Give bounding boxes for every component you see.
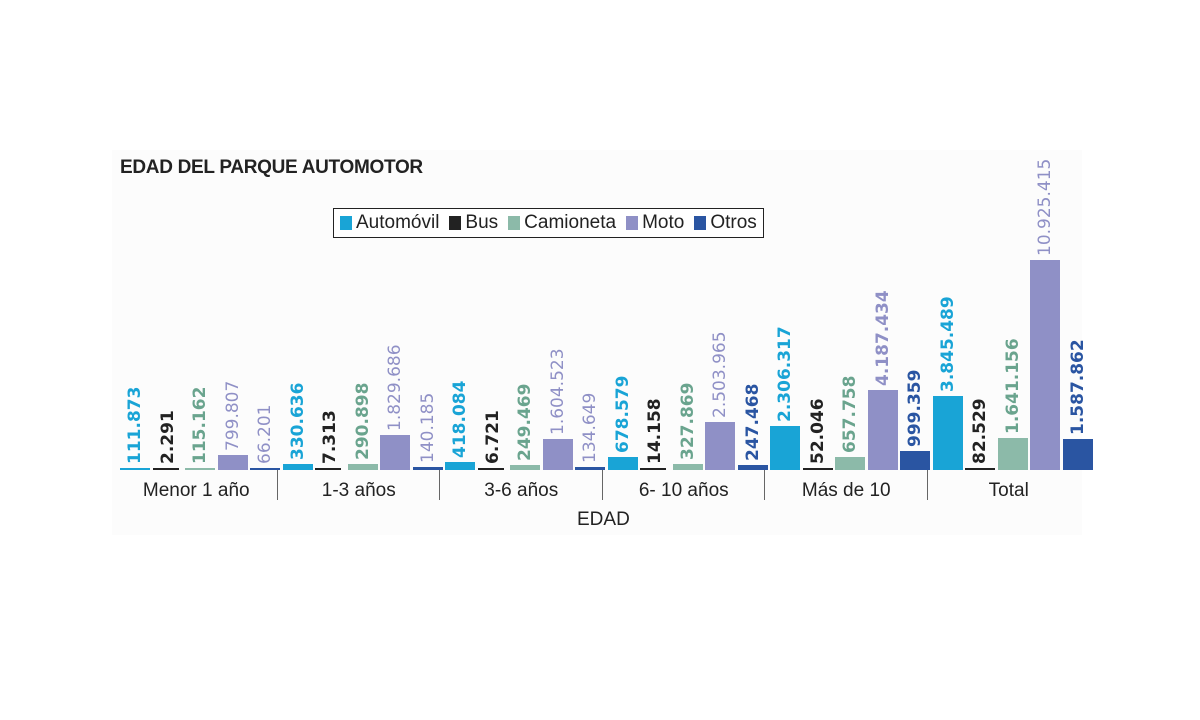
category-label: Más de 10 bbox=[801, 480, 891, 501]
data-label: 999.359 bbox=[905, 369, 925, 447]
data-label: 1.604.523 bbox=[547, 348, 568, 436]
legend-item-camioneta: Camioneta bbox=[508, 212, 616, 234]
bar-otros-4 bbox=[900, 450, 930, 470]
bar-camioneta-1 bbox=[347, 464, 378, 470]
category-divider bbox=[926, 470, 928, 500]
chart-legend: Automóvil Bus Camioneta Moto Otros bbox=[333, 208, 764, 238]
category-label: 1-3 años bbox=[321, 480, 396, 501]
data-label: 115.162 bbox=[190, 386, 210, 464]
legend-swatch-moto bbox=[626, 216, 639, 230]
bar-camioneta-3 bbox=[672, 463, 703, 470]
bar-moto-4 bbox=[867, 389, 898, 470]
bar-automvil-5 bbox=[932, 396, 963, 470]
bar-moto-3 bbox=[705, 421, 735, 470]
data-label: 6.721 bbox=[482, 410, 503, 464]
bar-bus-1 bbox=[315, 468, 341, 470]
data-label: 290.898 bbox=[352, 382, 373, 461]
data-label: 799.807 bbox=[222, 380, 243, 451]
bar-camioneta-4 bbox=[835, 457, 865, 470]
bar-otros-5 bbox=[1062, 439, 1093, 470]
legend-item-otros: Otros bbox=[694, 212, 757, 234]
chart-title: EDAD DEL PARQUE AUTOMOTOR bbox=[120, 157, 423, 178]
legend-swatch-otros bbox=[694, 216, 707, 230]
bar-moto-2 bbox=[542, 439, 573, 470]
data-label: 2.503.965 bbox=[710, 331, 730, 418]
data-label: 3.845.489 bbox=[937, 296, 958, 393]
data-label: 10.925.415 bbox=[1035, 158, 1055, 256]
category-label: Total bbox=[988, 480, 1029, 501]
category-label: Menor 1 año bbox=[142, 480, 250, 501]
bar-camioneta-2 bbox=[510, 465, 540, 470]
data-label: 66.201 bbox=[255, 404, 275, 464]
data-label: 330.636 bbox=[287, 382, 308, 460]
legend-swatch-camioneta bbox=[508, 216, 521, 230]
bar-bus-3 bbox=[640, 468, 666, 470]
bar-bus-2 bbox=[477, 468, 504, 470]
data-label: 4.187.434 bbox=[872, 289, 893, 386]
category-divider bbox=[439, 470, 440, 500]
legend-swatch-automovil bbox=[340, 216, 352, 230]
legend-label: Camioneta bbox=[524, 212, 617, 233]
data-label: 82.529 bbox=[970, 398, 990, 464]
bar-moto-0 bbox=[217, 454, 248, 470]
data-label: 134.649 bbox=[580, 393, 600, 464]
category-label: 3-6 años bbox=[484, 480, 559, 501]
bar-camioneta-5 bbox=[997, 438, 1028, 470]
data-label: 678.579 bbox=[612, 375, 633, 453]
legend-label: Automóvil bbox=[356, 212, 440, 233]
data-label: 657.758 bbox=[840, 375, 860, 454]
category-divider bbox=[601, 470, 603, 500]
data-label: 1.587.862 bbox=[1067, 339, 1088, 436]
x-axis-title: EDAD bbox=[577, 509, 630, 530]
data-label: 249.469 bbox=[515, 383, 535, 462]
data-label: 418.084 bbox=[450, 380, 470, 458]
category-divider bbox=[764, 470, 765, 500]
legend-label: Otros bbox=[710, 212, 757, 233]
bar-automvil-2 bbox=[445, 461, 475, 470]
data-label: 2.306.317 bbox=[775, 325, 795, 422]
bar-bus-4 bbox=[802, 468, 833, 470]
data-label: 7.313 bbox=[320, 410, 340, 464]
data-label: 2.291 bbox=[157, 410, 178, 464]
category-divider bbox=[276, 470, 278, 500]
bar-automvil-0 bbox=[120, 467, 150, 470]
data-label: 247.468 bbox=[742, 383, 763, 462]
bar-otros-0 bbox=[250, 468, 280, 470]
bar-bus-5 bbox=[965, 468, 995, 470]
bar-automvil-1 bbox=[282, 463, 313, 470]
data-label: 52.046 bbox=[807, 398, 828, 464]
bar-moto-5 bbox=[1030, 260, 1060, 470]
category-label: 6- 10 años bbox=[638, 480, 729, 501]
legend-item-moto: Moto bbox=[626, 212, 684, 234]
data-label: 140.185 bbox=[417, 392, 438, 464]
bar-automvil-4 bbox=[770, 425, 800, 470]
bar-camioneta-0 bbox=[185, 467, 215, 470]
legend-item-automovil: Automóvil bbox=[340, 212, 439, 234]
data-label: 111.873 bbox=[125, 386, 145, 464]
legend-swatch-bus bbox=[449, 216, 462, 230]
data-label: 327.869 bbox=[677, 382, 698, 460]
bar-bus-0 bbox=[152, 468, 179, 470]
data-label: 14.158 bbox=[645, 398, 665, 464]
legend-label: Moto bbox=[642, 212, 685, 233]
bar-moto-1 bbox=[380, 434, 410, 470]
data-label: 1.641.156 bbox=[1002, 338, 1023, 435]
bar-automvil-3 bbox=[607, 456, 638, 470]
bar-otros-2 bbox=[575, 467, 605, 470]
bar-otros-3 bbox=[737, 465, 768, 470]
bar-otros-1 bbox=[412, 467, 443, 470]
data-label: 1.829.686 bbox=[385, 344, 405, 431]
legend-label: Bus bbox=[465, 212, 499, 233]
legend-item-bus: Bus bbox=[449, 212, 498, 234]
